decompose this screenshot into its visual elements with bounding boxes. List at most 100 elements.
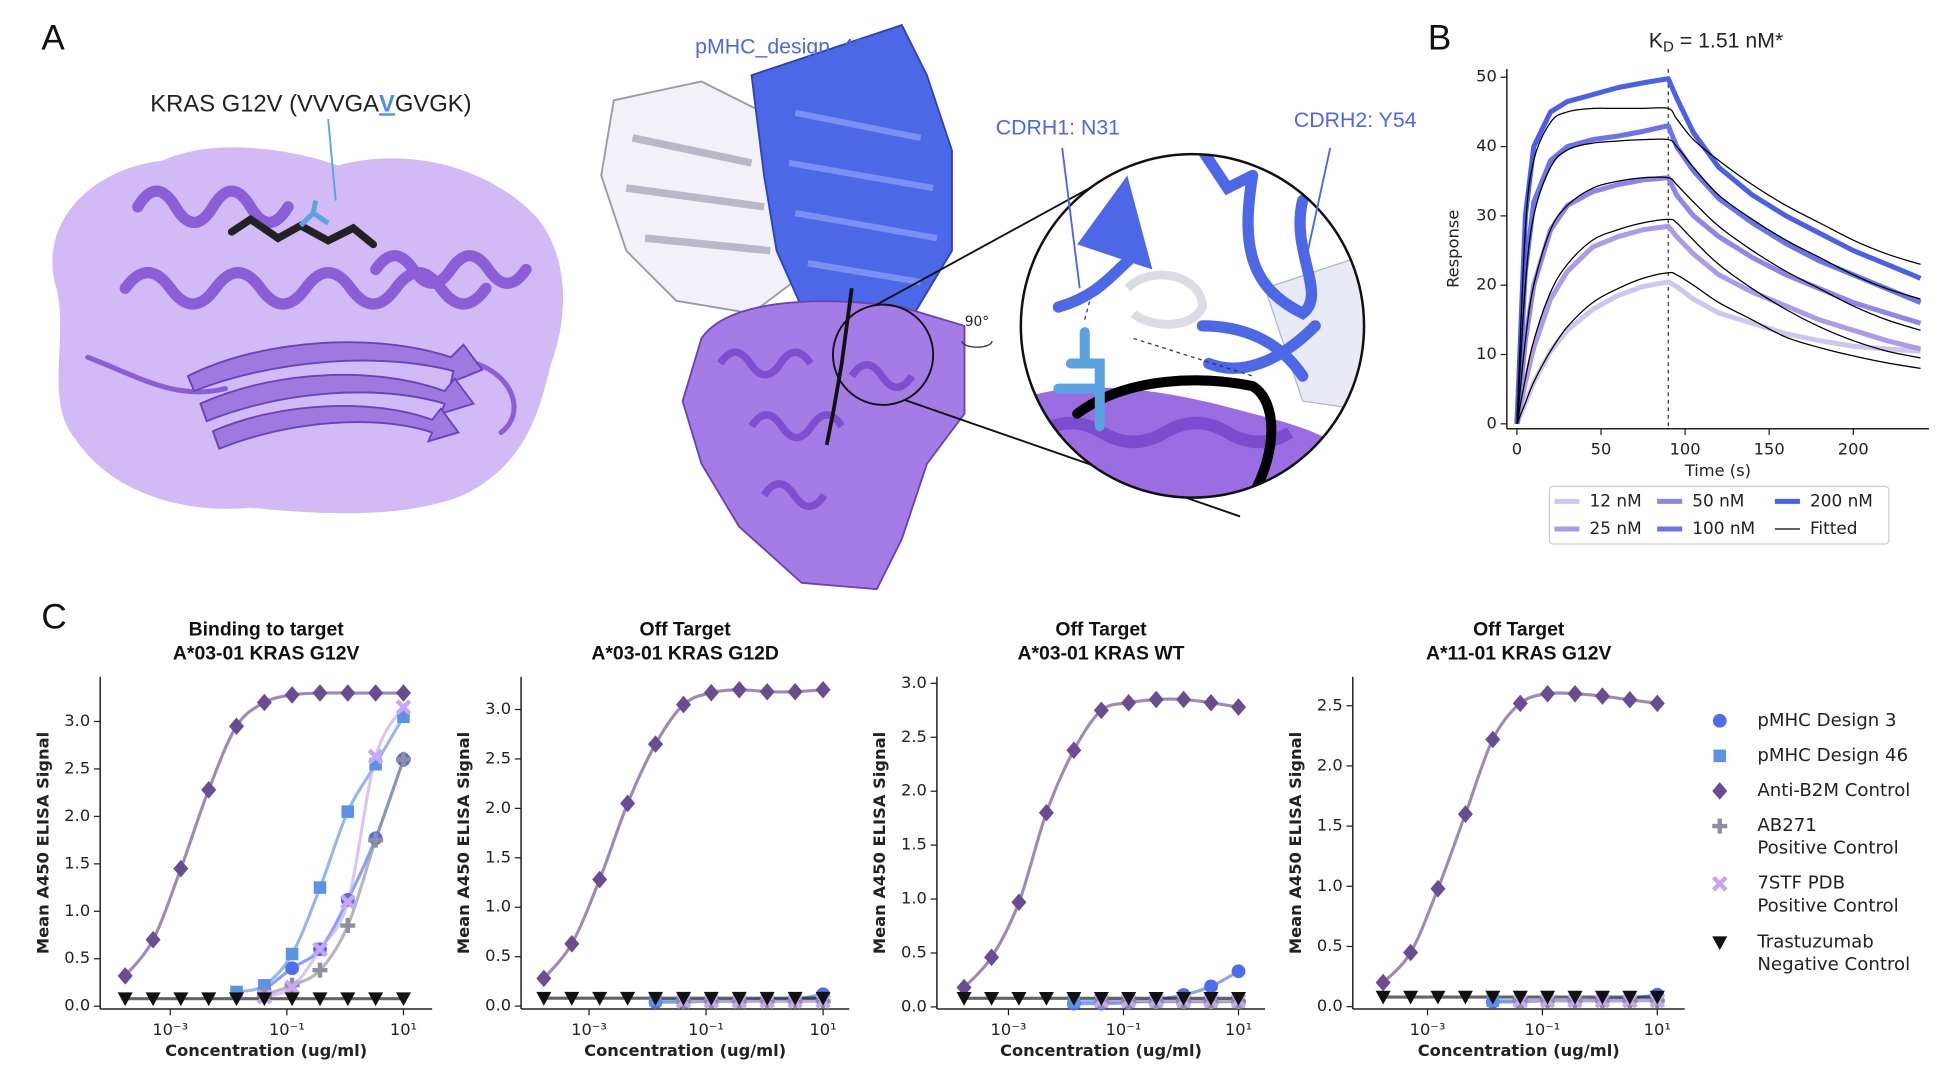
legend-box bbox=[1548, 485, 1890, 545]
y-tick-label: 3.0 bbox=[485, 699, 511, 718]
marker bbox=[787, 991, 803, 1006]
marker bbox=[228, 717, 245, 736]
legend-label: 12 nM bbox=[1590, 490, 1642, 510]
panel-label: A bbox=[41, 18, 65, 57]
fit-curve bbox=[263, 758, 405, 992]
fit-curve bbox=[542, 688, 824, 980]
y-tick-label: 2.0 bbox=[485, 798, 511, 817]
response-curve bbox=[1514, 123, 1922, 424]
y-tick-label: 3.0 bbox=[901, 673, 927, 692]
x-tick-label: 10⁻³ bbox=[571, 1020, 607, 1039]
legend-label: 25 nM bbox=[1590, 518, 1642, 538]
mhc-helices bbox=[717, 348, 915, 511]
legend-marker bbox=[1711, 875, 1728, 892]
y-tick-label: 0.5 bbox=[485, 946, 511, 965]
chart-title: Off Target bbox=[640, 619, 732, 641]
x-tick-label: 150 bbox=[1754, 439, 1785, 458]
peptide-backbone bbox=[1072, 375, 1277, 498]
y-tick-label: 2.5 bbox=[1317, 695, 1343, 714]
marker bbox=[956, 992, 972, 1006]
legend-label: pMHC Design 46 bbox=[1757, 745, 1908, 766]
panel-label: C bbox=[41, 597, 66, 636]
marker bbox=[368, 684, 384, 702]
white-loop bbox=[1124, 270, 1207, 329]
marker bbox=[984, 948, 1000, 967]
chart-title: A*03-01 KRAS WT bbox=[1017, 642, 1184, 664]
marker bbox=[340, 918, 356, 934]
y-tick-label: 1.5 bbox=[64, 853, 90, 872]
marker bbox=[367, 748, 384, 765]
x-tick-label: 100 bbox=[1670, 439, 1701, 458]
y-tick-label: 0.5 bbox=[901, 942, 927, 961]
marker bbox=[648, 991, 664, 1006]
marker bbox=[1148, 992, 1164, 1006]
y-tick-label: 0.5 bbox=[64, 948, 90, 967]
legend-label: Anti-B2M Control bbox=[1757, 780, 1910, 801]
y-tick-label: 2.0 bbox=[64, 806, 90, 825]
chart-title: KD = 1.51 nM* bbox=[1649, 28, 1784, 56]
marker bbox=[145, 992, 161, 1007]
x-axis-label: Concentration (ug/ml) bbox=[584, 1041, 786, 1060]
marker bbox=[1203, 992, 1219, 1006]
contact bbox=[1084, 300, 1091, 320]
contact bbox=[1133, 337, 1253, 377]
marker bbox=[956, 978, 972, 997]
marker bbox=[285, 947, 299, 961]
marker bbox=[395, 751, 411, 767]
marker bbox=[620, 794, 636, 813]
y-tick-label: 2.5 bbox=[64, 758, 90, 777]
marker bbox=[341, 805, 355, 818]
x-tick-label: 200 bbox=[1838, 439, 1869, 458]
marker bbox=[1430, 879, 1446, 898]
marker bbox=[1430, 990, 1446, 1005]
helix bbox=[370, 250, 532, 289]
x-tick-label: 10⁻¹ bbox=[688, 1020, 724, 1039]
fit-curve bbox=[962, 697, 1239, 989]
marker bbox=[145, 931, 161, 949]
marker bbox=[117, 992, 133, 1007]
marker bbox=[313, 881, 327, 894]
chart-title: Binding to target bbox=[189, 619, 345, 641]
marker bbox=[1121, 992, 1137, 1006]
fit-curve bbox=[1516, 138, 1921, 424]
y-tick-label: 40 bbox=[1476, 136, 1497, 155]
marker bbox=[675, 695, 692, 714]
marker bbox=[1403, 943, 1419, 962]
marker bbox=[1594, 990, 1610, 1005]
x-tick-label: 50 bbox=[1591, 439, 1612, 458]
mutant-text: V bbox=[379, 91, 395, 118]
marker bbox=[675, 991, 692, 1006]
legend-label: AB271 bbox=[1757, 815, 1817, 836]
mhc-chain bbox=[681, 300, 966, 591]
marker bbox=[1176, 690, 1192, 709]
chart-title: A*03-01 KRAS G12V bbox=[173, 642, 360, 664]
legend-label: 200 nM bbox=[1810, 490, 1873, 510]
marker bbox=[787, 682, 803, 701]
label-pointer bbox=[1304, 147, 1332, 264]
marker bbox=[173, 859, 189, 878]
title-text: = 1.51 nM* bbox=[1674, 28, 1783, 52]
marker bbox=[201, 992, 217, 1007]
marker bbox=[1622, 990, 1638, 1005]
y-axis-label: Mean A450 ELISA Signal bbox=[454, 732, 473, 954]
y-tick-label: 1.0 bbox=[64, 901, 90, 920]
y-axis-label: Mean A450 ELISA Signal bbox=[33, 732, 52, 954]
legend-label: Trastuzumab bbox=[1756, 932, 1873, 953]
marker bbox=[1540, 990, 1556, 1005]
marker bbox=[1649, 990, 1665, 1005]
marker bbox=[592, 870, 608, 889]
mhc-structure bbox=[52, 118, 564, 514]
y-tick-label: 1.5 bbox=[1317, 816, 1343, 835]
marker bbox=[284, 992, 300, 1007]
helix bbox=[132, 185, 294, 229]
x-tick-label: 10⁻¹ bbox=[269, 1020, 305, 1039]
marker bbox=[1093, 992, 1109, 1006]
y-tick-label: 2.5 bbox=[485, 748, 511, 767]
marker bbox=[1230, 698, 1247, 716]
x-tick-label: 10¹ bbox=[390, 1020, 417, 1039]
x-tick-label: 10⁻³ bbox=[152, 1020, 188, 1039]
pointer-line bbox=[327, 118, 337, 201]
blue-loops bbox=[1052, 154, 1365, 382]
beta-sheet bbox=[186, 341, 484, 450]
peptide-label: KRAS G12V (VVVGAVGVGK) bbox=[150, 91, 471, 118]
